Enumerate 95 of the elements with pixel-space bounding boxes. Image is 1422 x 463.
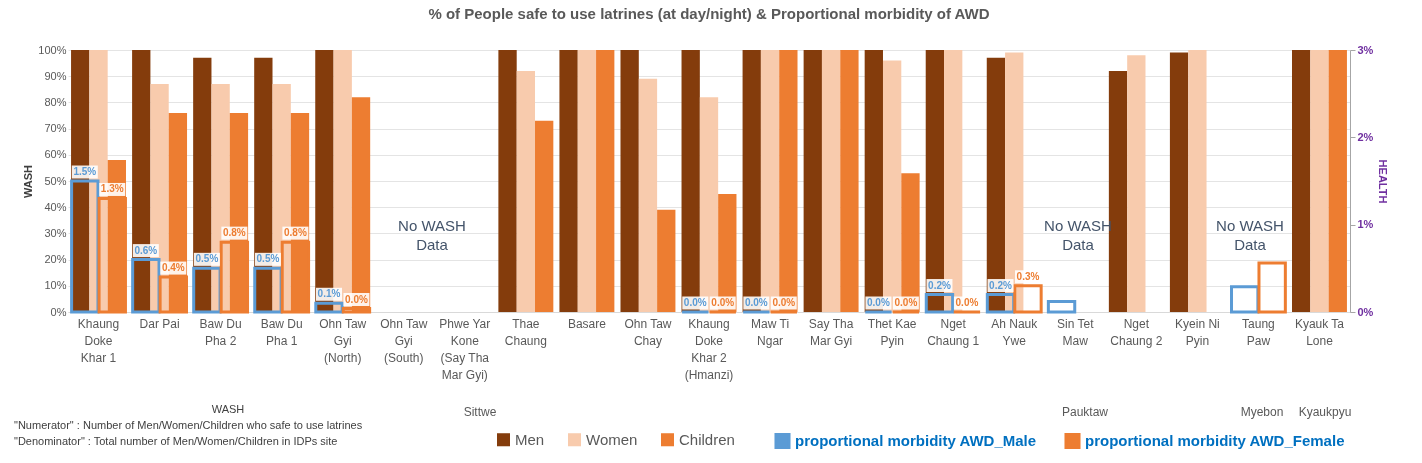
x-tick-label: Ohn Taw Gyi (South): [380, 316, 428, 365]
x-tick-label: Ohn Taw Chay: [624, 316, 672, 348]
legend-label: proportional morbidity AWD_Female: [1085, 431, 1345, 449]
data-label: 0.8%: [222, 227, 246, 239]
text: "Numerator" : Number of Men/Women/Children who safe to use latrines: [14, 419, 363, 431]
text: WASH: [211, 403, 245, 415]
bar: [577, 50, 597, 312]
y2-tick-label: 1%: [1357, 218, 1374, 231]
x-tick-label: Say Tha Mar Gyi: [808, 316, 854, 348]
text: Sittwe: [463, 405, 497, 419]
data-label: 0.0%: [683, 297, 707, 308]
y-tick-label: 0%: [50, 305, 67, 318]
x-tick-label: Kyein Ni Pyin: [1175, 316, 1220, 348]
data-label: 0.2%: [928, 279, 951, 291]
x-tick-label: Nget Chaung 2: [1110, 316, 1163, 348]
y-tick-label: 10%: [44, 279, 67, 292]
data-label: 0.0%: [772, 297, 796, 308]
bar: [535, 120, 554, 312]
bar: [559, 50, 578, 312]
bar: [1292, 50, 1311, 312]
x-tick-label: Baw Du Pha 2: [199, 316, 242, 348]
data-label: 0.2%: [989, 279, 1013, 291]
x-tick-label: Khaung Doke Khar 1: [77, 316, 120, 365]
bar: [498, 50, 517, 312]
annotation: No WASH Data: [398, 217, 466, 253]
bar: [620, 50, 639, 312]
x-tick-label: Baw Du Pha 1: [260, 316, 303, 348]
data-label: 0.0%: [867, 297, 890, 308]
data-label: 0.0%: [744, 297, 768, 308]
x-tick-label: Thet Kae Pyin: [867, 316, 917, 348]
bar: [1310, 50, 1329, 312]
data-label: 0.5%: [195, 253, 219, 265]
bar: [657, 209, 676, 312]
y-tick-label: 90%: [44, 69, 67, 82]
bar: [1046, 300, 1077, 314]
data-label: 0.0%: [711, 297, 735, 308]
data-label: 0.4%: [161, 262, 185, 274]
bar: [1328, 50, 1347, 312]
legend-label: Women: [586, 430, 638, 448]
bar: [516, 70, 536, 312]
y2-axis-title: HEALTH: [1377, 159, 1390, 204]
x-tick-label: Kyauk Ta Lone: [1294, 316, 1345, 348]
data-label: 0.0%: [345, 293, 368, 305]
data-label: 0.0%: [955, 297, 979, 308]
y-tick-label: 70%: [44, 122, 67, 135]
text: Pauktaw: [1061, 405, 1109, 419]
bar: [638, 78, 658, 312]
bar: [803, 50, 822, 312]
y-tick-label: 50%: [44, 174, 67, 187]
y-tick-label: 30%: [44, 226, 67, 239]
bar: [1127, 55, 1146, 312]
bar: [596, 50, 615, 312]
text: Kyaukpyu: [1298, 405, 1352, 419]
x-tick-label: Ohn Taw Gyi (North): [319, 316, 367, 365]
x-tick-label: Taung Paw: [1242, 316, 1275, 348]
y2-tick-label: 3%: [1357, 43, 1374, 56]
y-axis-title: WASH: [22, 164, 35, 198]
data-label: 0.6%: [134, 244, 158, 256]
text: "Denominator" : Total number of Men/Women/Children in IDPs site: [14, 435, 338, 447]
y-tick-label: 20%: [44, 253, 67, 266]
data-label: 0.5%: [256, 253, 280, 265]
bar: [1257, 261, 1287, 314]
x-tick-label: Maw Ti Ngar: [751, 316, 790, 348]
data-label: 0.1%: [317, 288, 341, 300]
legend-label: Men: [515, 430, 545, 448]
data-label: 1.3%: [100, 183, 124, 195]
y-tick-label: 60%: [44, 148, 67, 161]
x-tick-label: Phwe Yar Kone (Say Tha Mar Gyi): [439, 316, 491, 382]
text: Myebon: [1240, 405, 1284, 419]
x-tick-label: Dar Pai: [139, 316, 180, 331]
bar: [840, 50, 859, 312]
bar: [314, 301, 344, 314]
y-tick-label: 40%: [44, 200, 67, 213]
x-tick-label: Khaung Doke Khar 2 (Hmanzi): [684, 316, 734, 382]
annotation: No WASH Data: [1216, 217, 1284, 253]
bar: [1169, 52, 1189, 312]
x-tick-label: Thae Chaung: [504, 316, 547, 348]
data-label: 0.3%: [1016, 270, 1040, 282]
x-tick-label: Sin Tet Maw: [1057, 316, 1095, 348]
y2-tick-label: 2%: [1357, 130, 1374, 143]
bar: [821, 50, 841, 312]
data-label: 1.5%: [73, 166, 97, 177]
chart-title: % of People safe to use latrines (at day/night) & Proportional morbidity of AWD: [428, 5, 990, 22]
y-tick-label: 80%: [44, 95, 67, 108]
data-label: 0.8%: [284, 227, 307, 239]
bar: [1188, 50, 1207, 312]
legend-label: Children: [679, 430, 735, 448]
legend-label: proportional morbidity AWD_Male: [795, 431, 1037, 449]
data-label: 0.0%: [894, 297, 918, 308]
x-tick-label: Basare: [567, 316, 607, 331]
x-tick-label: Nget Chaung 1: [927, 316, 980, 348]
y-tick-label: 100%: [38, 43, 67, 56]
y2-tick-label: 0%: [1357, 305, 1374, 318]
x-tick-label: Ah Nauk Ywe: [991, 316, 1039, 348]
bar: [1013, 284, 1043, 314]
